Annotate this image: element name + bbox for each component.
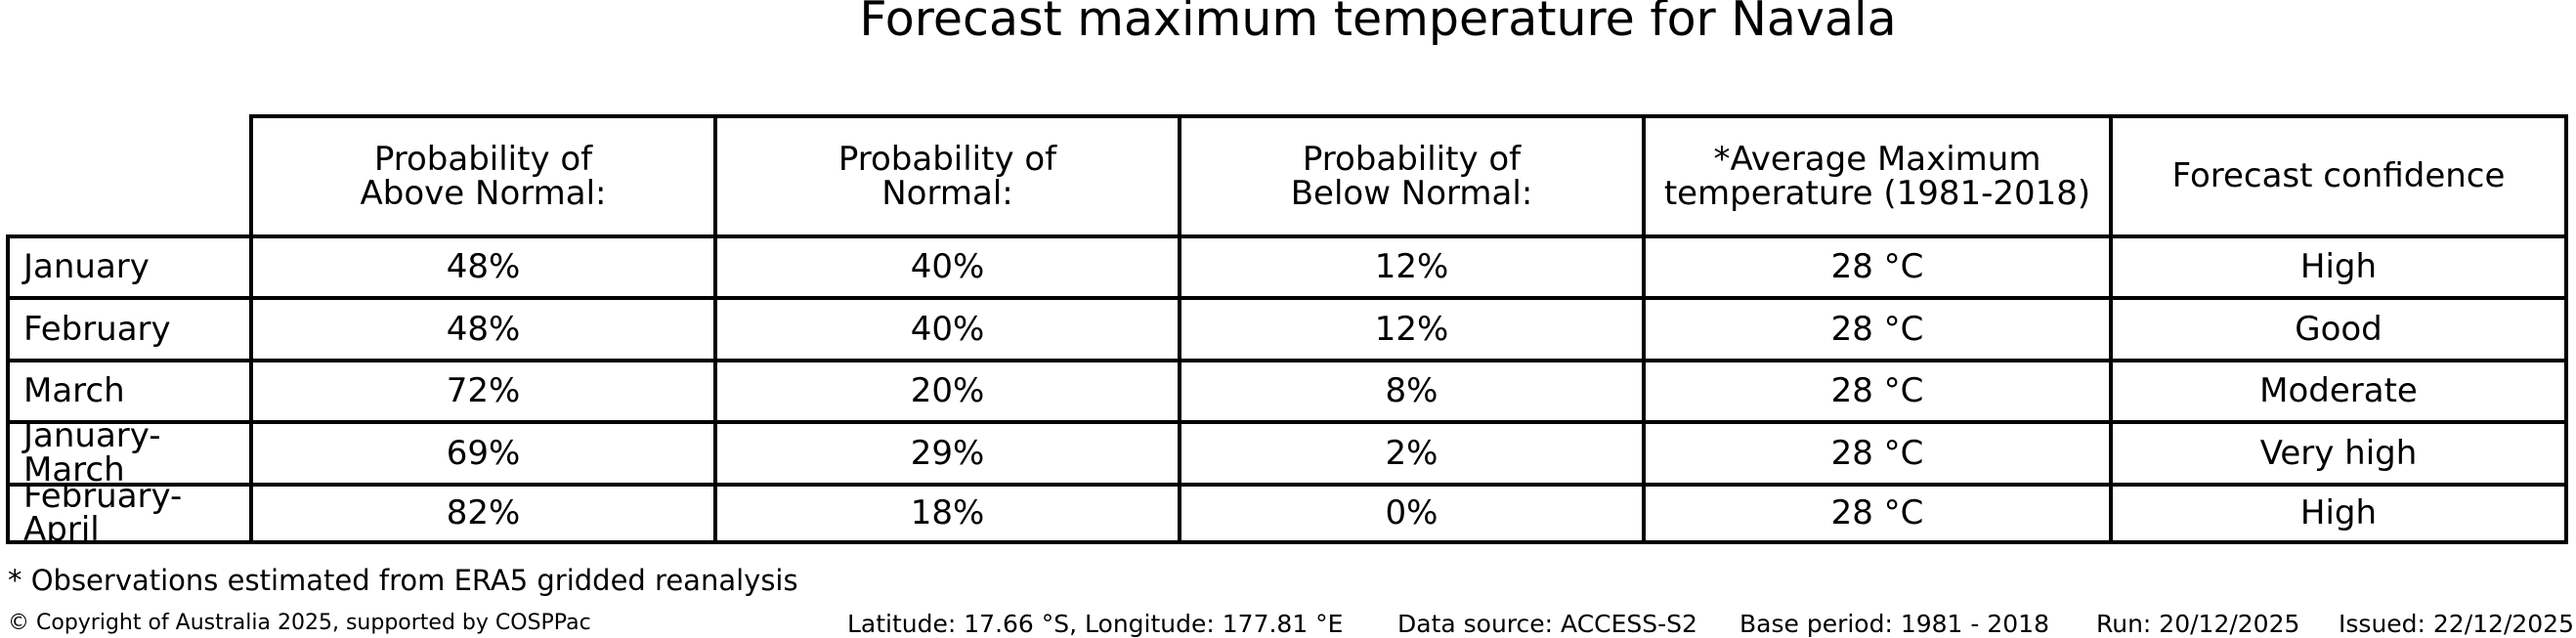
cell-march-confidence: Moderate (2109, 358, 2568, 421)
cell-january-march-below-normal: 2% (1178, 420, 1642, 483)
cell-march-above-normal: 72% (249, 358, 713, 421)
cell-february-april-above-normal: 82% (249, 482, 713, 544)
cell-february-april-below-normal: 0% (1178, 482, 1642, 544)
cell-march-below-normal: 8% (1178, 358, 1642, 421)
cell-march-avg-temp: 28 °C (1642, 358, 2109, 421)
forecast-table: Probability of Above Normal: Probability… (6, 114, 2568, 544)
run-date-text: Run: 20/12/2025 (2096, 610, 2300, 638)
row-label-february-april: February-April (6, 482, 249, 544)
location-text: Latitude: 17.66 °S, Longitude: 177.81 °E (847, 610, 1344, 638)
cell-january-above-normal: 48% (249, 234, 713, 297)
cell-january-march-normal: 29% (713, 420, 1178, 483)
cell-january-confidence: High (2109, 234, 2568, 297)
cell-january-below-normal: 12% (1178, 234, 1642, 297)
header-line: Probability of (837, 139, 1057, 179)
row-label-january: January (6, 234, 249, 297)
cell-january-normal: 40% (713, 234, 1178, 297)
cell-january-march-confidence: Very high (2109, 420, 2568, 483)
header-line: Probability of (373, 139, 593, 179)
copyright-text: © Copyright of Australia 2025, supported… (8, 611, 591, 635)
cell-january-march-above-normal: 69% (249, 420, 713, 483)
cell-february-april-normal: 18% (713, 482, 1178, 544)
header-line: Forecast confidence (2171, 156, 2506, 196)
column-header-normal: Probability of Normal: (713, 114, 1178, 234)
cell-february-april-confidence: High (2109, 482, 2568, 544)
base-period-text: Base period: 1981 - 2018 (1739, 610, 2049, 638)
cell-february-above-normal: 48% (249, 296, 713, 359)
header-line: *Average Maximum (1713, 139, 2041, 179)
row-label-january-march: January-March (6, 420, 249, 483)
header-line: temperature (1981-2018) (1663, 173, 2091, 213)
cell-february-below-normal: 12% (1178, 296, 1642, 359)
column-header-below-normal: Probability of Below Normal: (1178, 114, 1642, 234)
row-label-march: March (6, 358, 249, 421)
column-header-average-max-temp: *Average Maximum temperature (1981-2018) (1642, 114, 2109, 234)
cell-february-april-avg-temp: 28 °C (1642, 482, 2109, 544)
cell-january-avg-temp: 28 °C (1642, 234, 2109, 297)
column-header-above-normal: Probability of Above Normal: (249, 114, 713, 234)
column-header-forecast-confidence: Forecast confidence (2109, 114, 2568, 234)
page-title: Forecast maximum temperature for Navala (859, 0, 1897, 47)
cell-february-confidence: Good (2109, 296, 2568, 359)
header-empty-cell (6, 114, 249, 234)
cell-february-normal: 40% (713, 296, 1178, 359)
cell-march-normal: 20% (713, 358, 1178, 421)
data-source-text: Data source: ACCESS-S2 (1397, 610, 1697, 638)
issued-date-text: Issued: 22/12/2025 (2339, 610, 2574, 638)
header-line: Probability of (1302, 139, 1522, 179)
header-line: Below Normal: (1290, 173, 1533, 213)
cell-february-avg-temp: 28 °C (1642, 296, 2109, 359)
era5-footnote: * Observations estimated from ERA5 gridd… (8, 564, 798, 597)
row-label-february: February (6, 296, 249, 359)
header-line: Normal: (881, 173, 1013, 213)
cell-january-march-avg-temp: 28 °C (1642, 420, 2109, 483)
header-line: Above Normal: (360, 173, 607, 213)
